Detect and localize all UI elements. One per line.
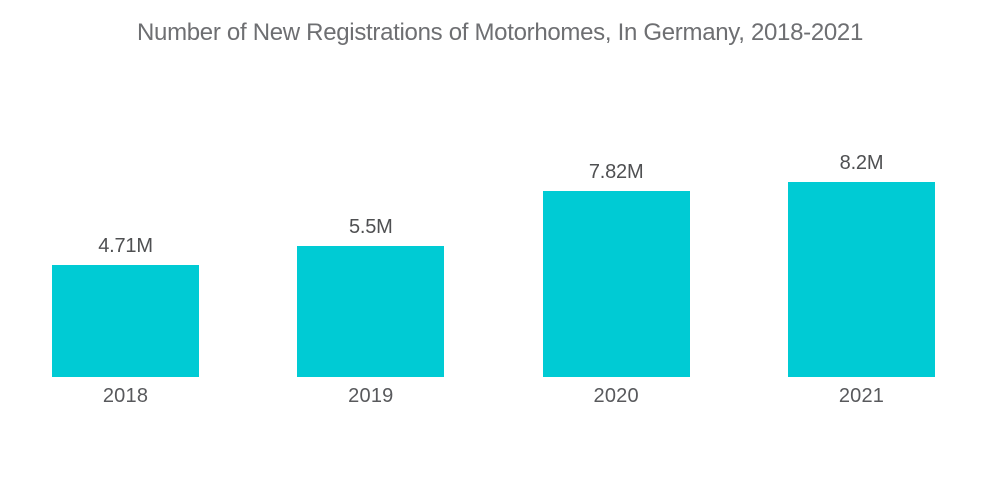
bar-group-2019: 5.5M 2019 [297, 216, 445, 407]
bar-group-2021: 8.2M 2021 [787, 152, 935, 407]
bar-value-label: 5.5M [348, 216, 393, 238]
bar-value-label: 7.82M [588, 161, 644, 183]
plot-area: 4.71M 2018 5.5M 2019 7.82M 2020 8.2M 202… [52, 152, 935, 407]
bar-value-label: 4.71M [98, 235, 153, 257]
bar-2018 [52, 265, 199, 377]
bar-group-2020: 7.82M 2020 [542, 161, 690, 407]
x-tick-label-2021: 2021 [838, 385, 885, 407]
bar-2019 [297, 246, 445, 377]
chart-title: Number of New Registrations of Motorhome… [136, 19, 864, 46]
x-tick-label-2018: 2018 [102, 385, 149, 407]
x-tick-label-2019: 2019 [348, 385, 394, 407]
x-tick-label-2020: 2020 [593, 385, 639, 407]
bar-group-2018: 4.71M 2018 [52, 235, 199, 407]
bar-value-label: 8.2M [839, 152, 884, 174]
bar-2020 [542, 191, 690, 377]
bar-2021 [787, 182, 935, 377]
